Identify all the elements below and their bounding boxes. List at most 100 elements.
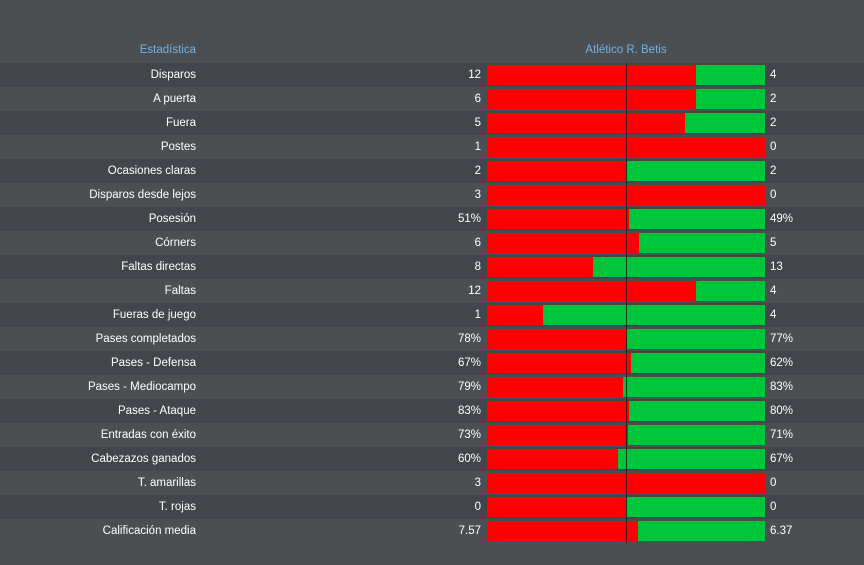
- stat-label: Pases - Defensa: [110, 357, 196, 369]
- home-value: 8: [474, 261, 481, 273]
- stat-row: Postes 1 0: [0, 135, 864, 159]
- stat-row: Faltas directas 8 13: [0, 255, 864, 279]
- home-bar-fill: [487, 65, 696, 85]
- home-value: 79%: [457, 381, 481, 393]
- home-value: 60%: [457, 453, 481, 465]
- away-value: 49%: [770, 213, 794, 225]
- away-value: 71%: [770, 429, 794, 441]
- home-value: 83%: [457, 405, 481, 417]
- home-value: 78%: [457, 333, 481, 345]
- stat-label: Fueras de juego: [112, 309, 196, 321]
- home-bar-fill: [487, 521, 638, 541]
- away-value: 13: [770, 261, 783, 273]
- home-bar-fill: [487, 305, 543, 325]
- away-value: 0: [770, 501, 777, 513]
- away-value: 2: [770, 93, 777, 105]
- bar-center-line: [626, 63, 627, 543]
- stat-row: Disparos desde lejos 3 0: [0, 183, 864, 207]
- stat-label: Faltas directas: [121, 261, 196, 273]
- home-bar-fill: [487, 425, 628, 445]
- stat-row: Faltas 12 4: [0, 279, 864, 303]
- stat-row: Fueras de juego 1 4: [0, 303, 864, 327]
- home-bar-fill: [487, 233, 639, 253]
- home-value: 7.57: [458, 525, 481, 537]
- away-value: 83%: [770, 381, 794, 393]
- away-value: 4: [770, 309, 777, 321]
- stat-label: Posesión: [148, 213, 196, 225]
- stat-row: Calificación media 7.57 6.37: [0, 519, 864, 543]
- home-value: 73%: [457, 429, 481, 441]
- home-value: 51%: [457, 213, 481, 225]
- home-value: 67%: [457, 357, 481, 369]
- home-bar-fill: [487, 257, 593, 277]
- stat-column-header: Estadística: [139, 44, 196, 56]
- away-value: 5: [770, 237, 777, 249]
- away-value: 0: [770, 477, 777, 489]
- away-value: 4: [770, 69, 777, 81]
- away-value: 0: [770, 141, 777, 153]
- stat-row: T. amarillas 3 0: [0, 471, 864, 495]
- home-value: 1: [474, 141, 481, 153]
- away-value: 2: [770, 165, 777, 177]
- stat-row: Pases - Mediocampo 79% 83%: [0, 375, 864, 399]
- stat-row: Fuera 5 2: [0, 111, 864, 135]
- stat-row: Entradas con éxito 73% 71%: [0, 423, 864, 447]
- home-bar-fill: [487, 113, 685, 133]
- home-bar-fill: [487, 377, 623, 397]
- away-value: 4: [770, 285, 777, 297]
- stat-row: Pases - Defensa 67% 62%: [0, 351, 864, 375]
- stat-row: T. rojas 0 0: [0, 495, 864, 519]
- home-bar-fill: [487, 281, 696, 301]
- stat-label: Cabezazos ganados: [91, 453, 196, 465]
- stat-label: Ocasiones claras: [107, 165, 196, 177]
- stat-label: T. rojas: [158, 501, 196, 513]
- home-value: 5: [474, 117, 481, 129]
- away-value: 67%: [770, 453, 794, 465]
- home-bar-fill: [487, 353, 631, 373]
- home-bar-fill: [487, 161, 626, 181]
- stat-label: A puerta: [153, 93, 196, 105]
- home-value: 3: [474, 477, 481, 489]
- stat-row: Córners 6 5: [0, 231, 864, 255]
- stat-label: T. amarillas: [137, 477, 196, 489]
- away-value: 0: [770, 189, 777, 201]
- away-value: 80%: [770, 405, 794, 417]
- away-value: 6.37: [770, 525, 793, 537]
- stat-label: Calificación media: [102, 525, 196, 537]
- stat-label: Pases - Ataque: [118, 405, 196, 417]
- stat-label: Entradas con éxito: [100, 429, 196, 441]
- stat-label: Faltas: [164, 285, 196, 297]
- home-bar-fill: [487, 401, 629, 421]
- home-bar-fill: [487, 329, 627, 349]
- away-value: 77%: [770, 333, 794, 345]
- stat-row: Ocasiones claras 2 2: [0, 159, 864, 183]
- stat-row: Disparos 12 4: [0, 63, 864, 87]
- stats-rows: Disparos 12 4 A puerta 6 2 Fuera 5 2 Postes 1 0 Ocas…: [0, 63, 864, 543]
- stat-row: Pases - Ataque 83% 80%: [0, 399, 864, 423]
- home-value: 1: [474, 309, 481, 321]
- home-value: 12: [468, 69, 481, 81]
- home-bar-fill: [487, 89, 696, 109]
- stat-label: Disparos: [150, 69, 196, 81]
- home-bar-fill: [487, 497, 626, 517]
- away-value: 2: [770, 117, 777, 129]
- home-value: 3: [474, 189, 481, 201]
- home-bar-fill: [487, 449, 618, 469]
- home-bar-fill: [487, 209, 629, 229]
- home-value: 0: [474, 501, 481, 513]
- stat-row: Pases completados 78% 77%: [0, 327, 864, 351]
- stat-label: Pases - Mediocampo: [87, 381, 196, 393]
- home-value: 6: [474, 93, 481, 105]
- stat-row: Posesión 51% 49%: [0, 207, 864, 231]
- stat-label: Córners: [155, 237, 196, 249]
- stat-label: Pases completados: [95, 333, 196, 345]
- stat-label: Disparos desde lejos: [89, 189, 196, 201]
- away-value: 62%: [770, 357, 794, 369]
- home-value: 12: [468, 285, 481, 297]
- stat-label: Postes: [160, 141, 196, 153]
- stat-row: Cabezazos ganados 60% 67%: [0, 447, 864, 471]
- home-value: 6: [474, 237, 481, 249]
- teams-column-header: Atlético R. Betis: [585, 44, 667, 56]
- stat-label: Fuera: [165, 117, 196, 129]
